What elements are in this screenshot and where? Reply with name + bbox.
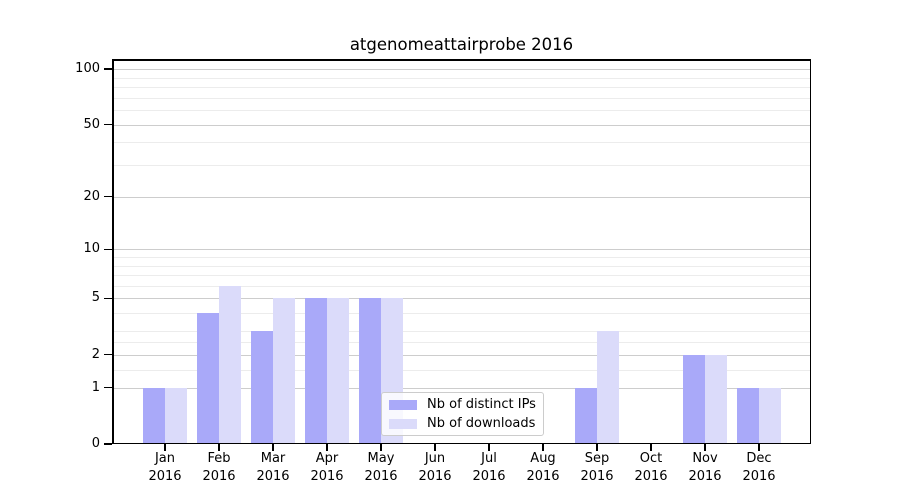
gridline-major: [112, 387, 811, 389]
gridline-minor: [112, 331, 811, 333]
y-tick: [104, 195, 112, 198]
y-tick-label: 1: [91, 379, 100, 395]
gridline-minor: [112, 97, 811, 99]
y-tick: [104, 123, 112, 126]
bar-distinct-ips-nov: [683, 354, 705, 444]
bar-distinct-ips-jan: [143, 387, 165, 444]
x-tick-label: Jul 2016: [472, 451, 506, 484]
bar-downloads-dec: [759, 387, 781, 444]
gridline-minor: [112, 285, 811, 287]
gridline-minor: [112, 275, 811, 276]
gridline-minor: [112, 342, 811, 344]
x-tick: [434, 444, 436, 451]
bar-downloads-nov: [705, 354, 727, 444]
gridline-minor: [112, 110, 811, 111]
bar-distinct-ips-dec: [737, 387, 759, 444]
y-tick: [104, 248, 112, 250]
y-tick: [104, 354, 112, 356]
x-tick: [326, 444, 328, 451]
bar-distinct-ips-feb: [197, 313, 219, 444]
gridline-minor: [112, 77, 811, 79]
gridline-minor: [112, 313, 811, 315]
x-tick-label: May 2016: [364, 451, 398, 484]
gridline-minor: [112, 265, 811, 267]
gridline-major: [112, 69, 811, 70]
x-tick: [380, 444, 382, 451]
gridline-major: [112, 124, 811, 126]
x-tick-label: Apr 2016: [310, 451, 344, 484]
legend: Nb of distinct IPs Nb of downloads: [381, 392, 544, 436]
bar-distinct-ips-apr: [305, 298, 327, 444]
plot-spine-left: [112, 59, 114, 444]
x-tick: [704, 444, 706, 451]
y-tick-label: 100: [75, 61, 100, 76]
gridline-minor: [112, 142, 811, 144]
gridline-minor: [112, 86, 811, 88]
legend-entry-downloads: Nb of downloads: [389, 416, 543, 431]
x-tick-label: Jan 2016: [148, 451, 182, 484]
bar-downloads-apr: [327, 298, 349, 444]
x-tick-label: Aug 2016: [526, 451, 560, 484]
x-tick: [650, 444, 652, 451]
bar-downloads-jan: [165, 387, 187, 444]
y-tick: [104, 68, 112, 70]
plot-area: Nb of distinct IPs Nb of downloads: [112, 59, 811, 444]
y-tick-label: 10: [83, 241, 100, 257]
x-tick-label: Sep 2016: [580, 451, 614, 484]
x-tick: [218, 444, 220, 451]
gridline-minor: [112, 256, 811, 258]
gridline-major: [112, 196, 811, 198]
legend-label-downloads: Nb of downloads: [427, 416, 536, 431]
x-tick-label: Jun 2016: [418, 451, 452, 484]
chart-title: atgenomeattairprobe 2016: [349, 35, 574, 54]
x-tick-label: Mar 2016: [256, 451, 290, 484]
bar-downloads-sep: [597, 331, 619, 444]
x-tick: [596, 444, 598, 451]
y-tick-label: 5: [91, 290, 100, 306]
y-tick-label: 20: [83, 188, 100, 204]
x-tick-label: Nov 2016: [688, 451, 722, 484]
x-axis-line: [112, 442, 811, 444]
x-tick: [488, 444, 490, 451]
x-tick: [758, 444, 760, 451]
y-tick: [104, 443, 112, 445]
bar-distinct-ips-mar: [251, 331, 273, 444]
y-tick: [104, 297, 112, 300]
y-tick-label: 2: [91, 346, 100, 362]
bar-downloads-feb: [219, 285, 241, 444]
bar-downloads-mar: [273, 298, 295, 444]
bar-distinct-ips-may: [359, 298, 381, 444]
x-tick-label: Dec 2016: [742, 451, 776, 484]
legend-swatch-distinct-ips: [389, 399, 417, 410]
plot-spine-top: [112, 59, 811, 61]
x-tick-label: Oct 2016: [634, 451, 668, 484]
gridline-minor: [112, 369, 811, 371]
x-tick: [164, 444, 166, 451]
gridline-major: [112, 249, 811, 251]
y-tick: [104, 387, 112, 389]
y-tick-label: 50: [83, 116, 100, 132]
plot-spine-right: [809, 59, 811, 444]
gridline-minor: [112, 165, 811, 166]
legend-label-distinct-ips: Nb of distinct IPs: [427, 397, 536, 412]
bar-distinct-ips-sep: [575, 387, 597, 444]
gridline-major: [112, 298, 811, 300]
x-tick: [542, 444, 544, 451]
x-tick-label: Feb 2016: [202, 451, 236, 484]
legend-entry-distinct-ips: Nb of distinct IPs: [389, 397, 543, 412]
x-tick: [272, 444, 274, 451]
y-tick-label: 0: [91, 436, 100, 451]
gridline-major: [112, 354, 811, 356]
legend-swatch-downloads: [389, 418, 417, 429]
